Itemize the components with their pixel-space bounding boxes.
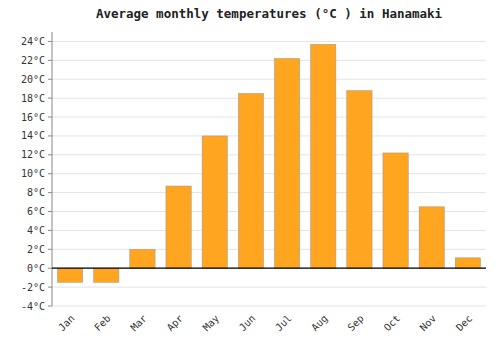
- tick-mark: [48, 135, 52, 136]
- tick-mark: [48, 41, 52, 42]
- grid-line: [52, 306, 486, 307]
- baseline: [52, 268, 486, 269]
- tick-label: 2°C: [27, 244, 45, 255]
- tick-label: 8°C: [27, 187, 45, 198]
- tick-mark: [48, 173, 52, 174]
- bar: [238, 93, 263, 268]
- grid-line: [52, 60, 486, 61]
- bar: [311, 44, 336, 268]
- grid-line: [52, 173, 486, 174]
- grid-line: [52, 117, 486, 118]
- bar: [383, 153, 408, 268]
- bar: [202, 136, 227, 268]
- tick-label: 0°C: [27, 263, 45, 274]
- tick-mark: [48, 211, 52, 212]
- tick-label: 6°C: [27, 206, 45, 217]
- grid-line: [52, 98, 486, 99]
- grid-line: [52, 287, 486, 288]
- category-label: Sep: [345, 313, 366, 334]
- background: [0, 0, 500, 350]
- title: Average monthly temperatures (°C ) in Ha…: [96, 6, 443, 21]
- bar: [455, 258, 480, 268]
- tick-mark: [48, 117, 52, 118]
- tick-label: 12°C: [21, 149, 45, 160]
- tick-label: 20°C: [21, 74, 45, 85]
- bars: [57, 44, 480, 282]
- bar: [94, 268, 119, 282]
- grid-line: [52, 79, 486, 80]
- tick-mark: [48, 268, 52, 269]
- tick-mark: [48, 98, 52, 99]
- tick-label: 10°C: [21, 168, 45, 179]
- bar: [166, 186, 191, 268]
- bar: [347, 91, 372, 269]
- grid-line: [52, 192, 486, 193]
- grid-line: [52, 135, 486, 136]
- grid-line: [52, 41, 486, 42]
- tick-label: 22°C: [21, 55, 45, 66]
- category-label: Apr: [165, 313, 186, 334]
- tick-label: 4°C: [27, 225, 45, 236]
- category-label: Dec: [454, 313, 475, 334]
- tick-mark: [48, 79, 52, 80]
- category-label: Jun: [237, 313, 258, 334]
- bar: [419, 207, 444, 268]
- tick-mark: [48, 306, 52, 307]
- grid-line: [52, 268, 486, 269]
- category-label: Aug: [309, 313, 330, 334]
- category-label: Jan: [56, 313, 77, 334]
- bar: [274, 58, 299, 268]
- category-label: Nov: [418, 313, 439, 334]
- category-label: May: [201, 313, 222, 334]
- chart: -4°C -2°C 0°C 2°C 4°C 6°C 8°C 10°C 12°C 14°C 16°C 1…: [0, 0, 500, 350]
- tick-label: -2°C: [21, 282, 45, 293]
- bar: [130, 249, 155, 268]
- tick-mark: [48, 60, 52, 61]
- category-label: Jul: [273, 313, 294, 334]
- tick-label: -4°C: [21, 301, 45, 312]
- tick-mark: [48, 154, 52, 155]
- tick-label: 24°C: [21, 36, 45, 47]
- tick-mark: [48, 287, 52, 288]
- tick-label: 18°C: [21, 93, 45, 104]
- tick-mark: [48, 249, 52, 250]
- tick-label: 14°C: [21, 130, 45, 141]
- category-label: Oct: [382, 313, 403, 334]
- tick-mark: [48, 192, 52, 193]
- grid-line: [52, 154, 486, 155]
- category-label: Mar: [128, 313, 149, 334]
- bar: [57, 268, 82, 282]
- category-label: Feb: [92, 313, 113, 334]
- grid: [52, 41, 486, 306]
- tick-label: 16°C: [21, 112, 45, 123]
- tick-mark: [48, 230, 52, 231]
- y-axis: -4°C -2°C 0°C 2°C 4°C 6°C 8°C 10°C 12°C 14°C 16°C 1…: [21, 32, 52, 312]
- axis-line: [52, 32, 53, 306]
- x-axis: Jan Feb Mar Apr May Jun Jul Aug Sep Oct Nov Dec: [56, 313, 474, 334]
